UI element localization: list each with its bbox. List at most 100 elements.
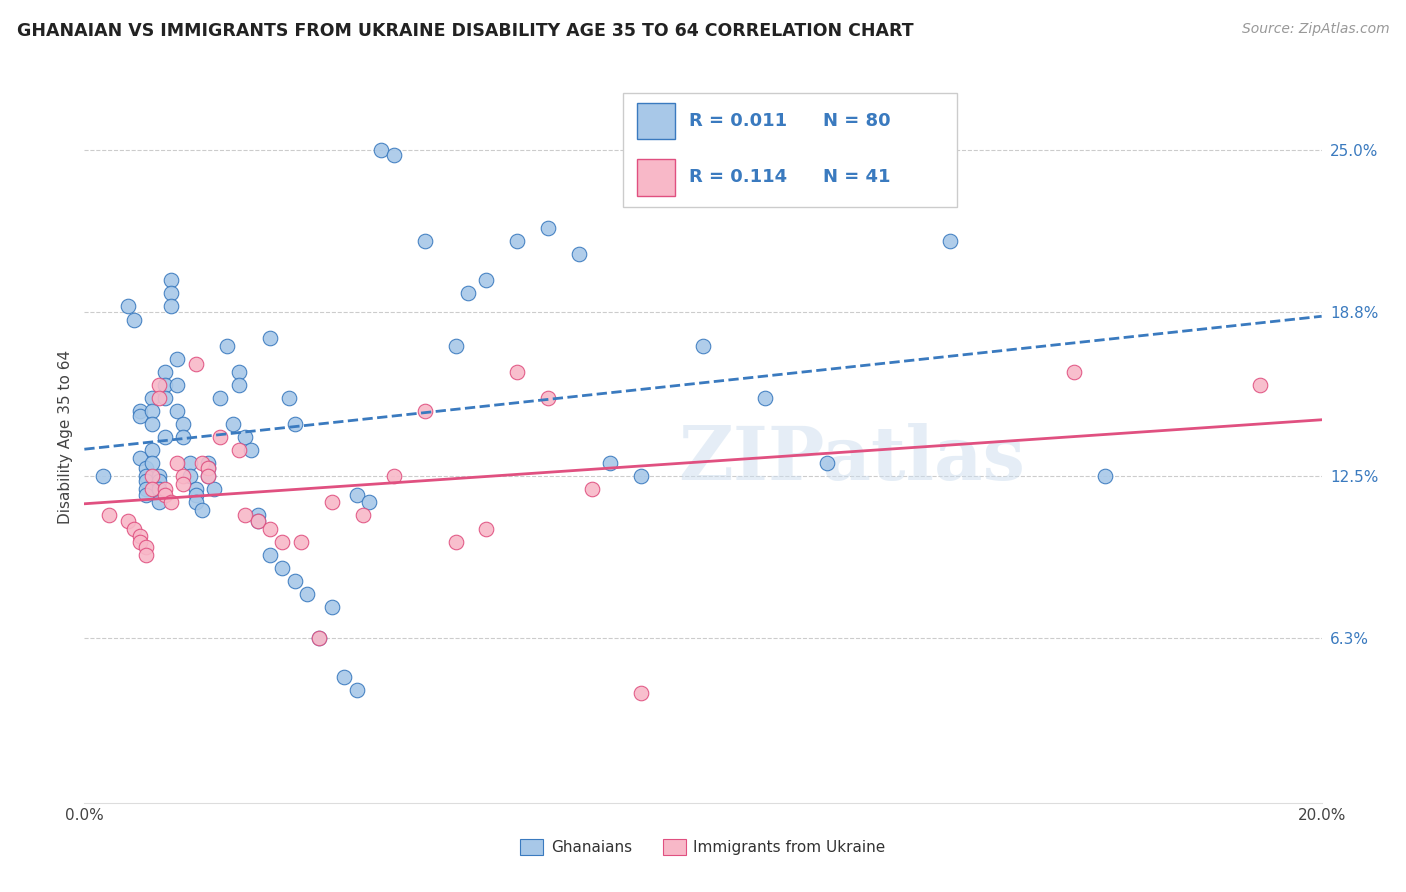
Point <box>129 404 152 418</box>
Point <box>506 365 529 379</box>
Point <box>209 391 232 405</box>
Point <box>197 469 219 483</box>
Point <box>444 339 467 353</box>
Point <box>346 487 368 501</box>
Point <box>191 503 214 517</box>
Point <box>284 417 307 431</box>
Point <box>233 508 256 523</box>
Point <box>228 365 250 379</box>
Point <box>184 495 207 509</box>
Point <box>295 587 318 601</box>
Point <box>271 534 294 549</box>
Point <box>346 683 368 698</box>
Point <box>135 548 157 562</box>
Point <box>184 357 207 371</box>
Point <box>357 495 380 509</box>
Point <box>166 456 188 470</box>
Point <box>228 377 250 392</box>
Point <box>246 508 269 523</box>
Point <box>141 469 163 483</box>
Text: GHANAIAN VS IMMIGRANTS FROM UKRAINE DISABILITY AGE 35 TO 64 CORRELATION CHART: GHANAIAN VS IMMIGRANTS FROM UKRAINE DISA… <box>17 22 914 40</box>
Point <box>135 469 157 483</box>
Point <box>308 632 330 646</box>
Point <box>457 286 479 301</box>
Point <box>166 404 188 418</box>
Point <box>141 443 163 458</box>
Point <box>370 143 392 157</box>
Y-axis label: Disability Age 35 to 64: Disability Age 35 to 64 <box>58 350 73 524</box>
Text: Source: ZipAtlas.com: Source: ZipAtlas.com <box>1241 22 1389 37</box>
Point <box>333 670 356 684</box>
Point <box>135 540 157 554</box>
Point <box>259 331 281 345</box>
Point <box>148 475 170 489</box>
Point <box>197 461 219 475</box>
FancyBboxPatch shape <box>637 103 675 139</box>
Point <box>172 469 194 483</box>
Point <box>581 483 603 497</box>
Point <box>166 377 188 392</box>
Point <box>160 495 183 509</box>
Point <box>754 391 776 405</box>
Point <box>91 469 114 483</box>
Point <box>815 456 838 470</box>
Point <box>135 483 157 497</box>
Point <box>184 483 207 497</box>
Point <box>537 221 560 235</box>
Point <box>160 300 183 314</box>
Point <box>568 247 591 261</box>
Point <box>630 686 652 700</box>
Point <box>153 377 176 392</box>
Point <box>228 443 250 458</box>
Point <box>222 417 245 431</box>
Point <box>122 312 145 326</box>
Point <box>160 273 183 287</box>
Point <box>382 469 405 483</box>
Point <box>444 534 467 549</box>
Point <box>172 477 194 491</box>
Point <box>141 483 163 497</box>
Point <box>148 483 170 497</box>
Text: R = 0.011: R = 0.011 <box>689 112 787 130</box>
Point <box>148 495 170 509</box>
Point <box>191 456 214 470</box>
Text: N = 80: N = 80 <box>823 112 890 130</box>
Point <box>290 534 312 549</box>
Point <box>352 508 374 523</box>
Point <box>413 404 436 418</box>
Point <box>129 409 152 424</box>
Point <box>179 456 201 470</box>
Point <box>98 508 121 523</box>
Point <box>197 469 219 483</box>
Point <box>172 430 194 444</box>
Point <box>172 417 194 431</box>
Point <box>475 521 498 535</box>
Point <box>153 391 176 405</box>
Point <box>246 514 269 528</box>
Point <box>630 469 652 483</box>
Point <box>246 514 269 528</box>
Point <box>506 234 529 248</box>
Point <box>129 529 152 543</box>
Point <box>135 461 157 475</box>
Point <box>692 339 714 353</box>
Point <box>321 599 343 614</box>
Point <box>284 574 307 588</box>
Point <box>308 632 330 646</box>
Text: ZIPatlas: ZIPatlas <box>678 423 1025 496</box>
Point <box>122 521 145 535</box>
Point <box>148 469 170 483</box>
Point <box>141 456 163 470</box>
Point <box>215 339 238 353</box>
Point <box>202 483 225 497</box>
Point <box>259 548 281 562</box>
Point <box>1249 377 1271 392</box>
Point <box>240 443 263 458</box>
Text: R = 0.114: R = 0.114 <box>689 169 787 186</box>
Point <box>939 234 962 248</box>
Point <box>129 534 152 549</box>
Point <box>153 487 176 501</box>
Point <box>475 273 498 287</box>
Point <box>135 475 157 489</box>
Point <box>117 514 139 528</box>
